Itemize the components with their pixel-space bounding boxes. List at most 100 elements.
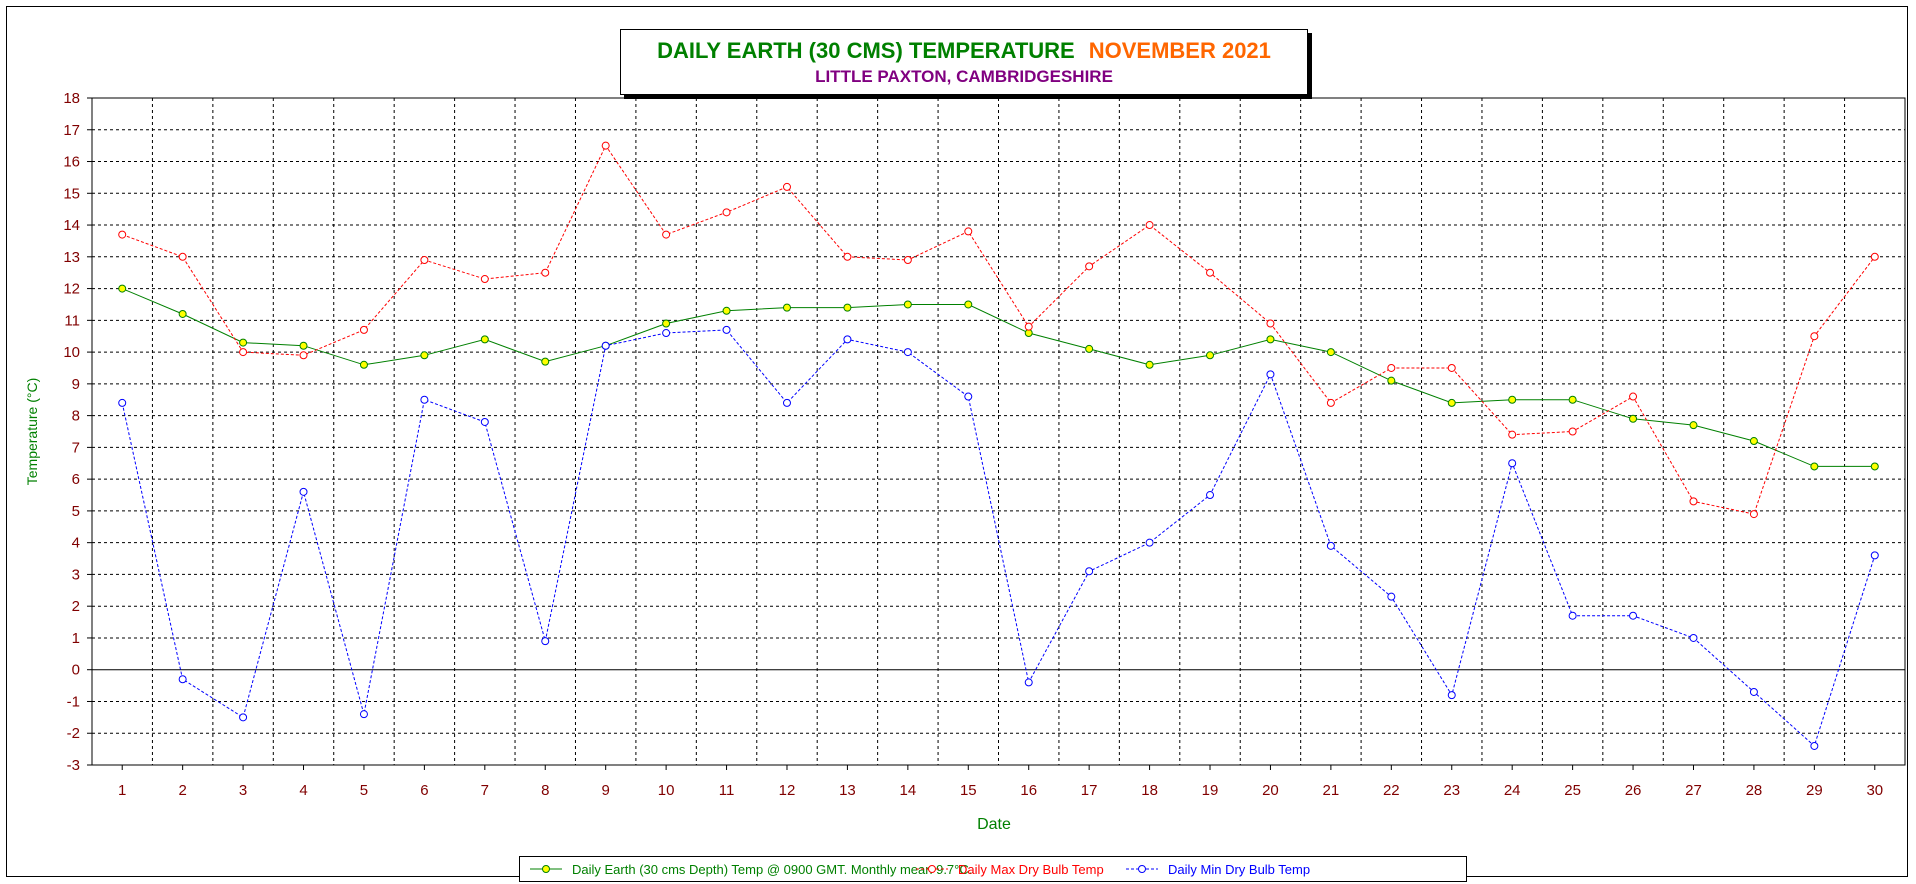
series-3-point bbox=[1810, 741, 1819, 750]
series-1-point bbox=[1568, 395, 1577, 404]
legend-label: Daily Earth (30 cms Depth) Temp @ 0900 G… bbox=[572, 861, 973, 877]
series-1-point bbox=[1629, 414, 1638, 423]
series-3-point bbox=[1749, 687, 1758, 696]
y-tick-label: 4 bbox=[72, 535, 80, 552]
series-3-point bbox=[1326, 541, 1335, 550]
x-tick-label: 2 bbox=[178, 782, 186, 799]
series-1-point bbox=[178, 309, 187, 318]
y-tick-label: 2 bbox=[72, 598, 80, 615]
series-1-point bbox=[662, 319, 671, 328]
x-tick-label: 28 bbox=[1746, 782, 1763, 799]
series-2-point bbox=[1508, 430, 1517, 439]
chart-title-box: DAILY EARTH (30 CMS) TEMPERATURE NOVEMBER… bbox=[620, 29, 1308, 95]
series-2-point bbox=[662, 230, 671, 239]
y-tick-label: 14 bbox=[63, 217, 80, 234]
series-2-point bbox=[1326, 398, 1335, 407]
y-tick-label: 18 bbox=[63, 90, 80, 107]
series-3-point bbox=[420, 395, 429, 404]
chart-frame: -3 -2 -1 0 1 2 3 4 5 6 7 8 9 10 11 12 13 14 15 16 17 18 1 2 3 4 5 6… bbox=[6, 6, 1908, 882]
series-3-point bbox=[843, 335, 852, 344]
series-1-point bbox=[420, 351, 429, 360]
x-tick-label: 5 bbox=[360, 782, 368, 799]
series-2-point bbox=[722, 208, 731, 217]
x-tick-label: 13 bbox=[839, 782, 856, 799]
x-tick-label: 29 bbox=[1806, 782, 1823, 799]
series-2-point bbox=[480, 275, 489, 284]
series-3-point bbox=[1870, 551, 1879, 560]
series-line-1 bbox=[122, 288, 1875, 467]
series-1-point bbox=[1266, 335, 1275, 344]
y-axis-label: Temperature (°C) bbox=[24, 378, 40, 486]
y-tick-label: 8 bbox=[72, 408, 80, 425]
y-tick-label: 13 bbox=[63, 249, 80, 266]
series-1-point bbox=[1085, 344, 1094, 353]
series-1-point bbox=[1810, 462, 1819, 471]
x-tick-label: 14 bbox=[900, 782, 917, 799]
series-1-point bbox=[1206, 351, 1215, 360]
x-axis-label: Date bbox=[977, 816, 1011, 833]
series-2-point bbox=[178, 252, 187, 261]
x-tick-label: 10 bbox=[658, 782, 675, 799]
series-2-point bbox=[843, 252, 852, 261]
series-3-point bbox=[662, 329, 671, 338]
series-3-point bbox=[1145, 538, 1154, 547]
legend-swatch bbox=[916, 865, 948, 873]
series-3-point bbox=[903, 348, 912, 357]
x-tick-label: 18 bbox=[1141, 782, 1158, 799]
y-tick-label: 5 bbox=[72, 503, 80, 520]
series-3-point bbox=[1206, 491, 1215, 500]
series-1-point bbox=[480, 335, 489, 344]
series-line-3 bbox=[121, 329, 1876, 747]
series-3-point bbox=[1508, 459, 1517, 468]
series-2-point bbox=[601, 141, 610, 150]
series-1-point bbox=[1145, 360, 1154, 369]
series-2-point bbox=[541, 268, 550, 277]
x-tick-label: 12 bbox=[779, 782, 796, 799]
x-tick-label: 22 bbox=[1383, 782, 1400, 799]
series-1-point bbox=[239, 338, 248, 347]
series-1-point bbox=[1387, 376, 1396, 385]
series-1-point bbox=[299, 341, 308, 350]
x-tick-label: 17 bbox=[1081, 782, 1098, 799]
series-1-point bbox=[1447, 398, 1456, 407]
series-3-point bbox=[239, 713, 248, 722]
y-tick-label: -1 bbox=[67, 693, 80, 710]
series-3-point bbox=[1689, 633, 1698, 642]
series-3-point bbox=[299, 487, 308, 496]
y-tick-label: 17 bbox=[63, 122, 80, 139]
series-layer bbox=[118, 141, 1879, 750]
x-tick-label: 30 bbox=[1866, 782, 1883, 799]
y-tick-label: -2 bbox=[67, 725, 80, 742]
series-2-point bbox=[1145, 221, 1154, 230]
series-3-point bbox=[722, 325, 731, 334]
series-2-point bbox=[1568, 427, 1577, 436]
series-1-point bbox=[1508, 395, 1517, 404]
chart-legend: Daily Earth (30 cms Depth) Temp @ 0900 G… bbox=[519, 856, 1467, 882]
legend-item-3: Daily Min Dry Bulb Temp bbox=[1124, 857, 1310, 881]
y-tick-label: 16 bbox=[63, 154, 80, 171]
y-tick-label: 10 bbox=[63, 344, 80, 361]
x-tick-label: 19 bbox=[1202, 782, 1219, 799]
series-1-point bbox=[359, 360, 368, 369]
x-tick-label: 16 bbox=[1020, 782, 1037, 799]
y-tick-label: 0 bbox=[72, 662, 80, 679]
series-1-point bbox=[1749, 437, 1758, 446]
y-tick-label: 6 bbox=[72, 471, 80, 488]
series-2-point bbox=[1024, 322, 1033, 331]
series-1-point bbox=[964, 300, 973, 309]
chart-title-month: NOVEMBER 2021 bbox=[1088, 38, 1271, 63]
y-tick-label: -3 bbox=[67, 757, 80, 774]
series-2-point bbox=[239, 348, 248, 357]
y-tick-label: 12 bbox=[63, 281, 80, 298]
series-2-point bbox=[1749, 510, 1758, 519]
series-2-point bbox=[1810, 332, 1819, 341]
series-3-point bbox=[480, 417, 489, 426]
series-1-point bbox=[1870, 462, 1879, 471]
y-tick-label: 15 bbox=[63, 185, 80, 202]
series-3-point bbox=[541, 637, 550, 646]
x-tick-label: 7 bbox=[481, 782, 489, 799]
series-3-point bbox=[601, 341, 610, 350]
x-tick-label: 23 bbox=[1443, 782, 1460, 799]
